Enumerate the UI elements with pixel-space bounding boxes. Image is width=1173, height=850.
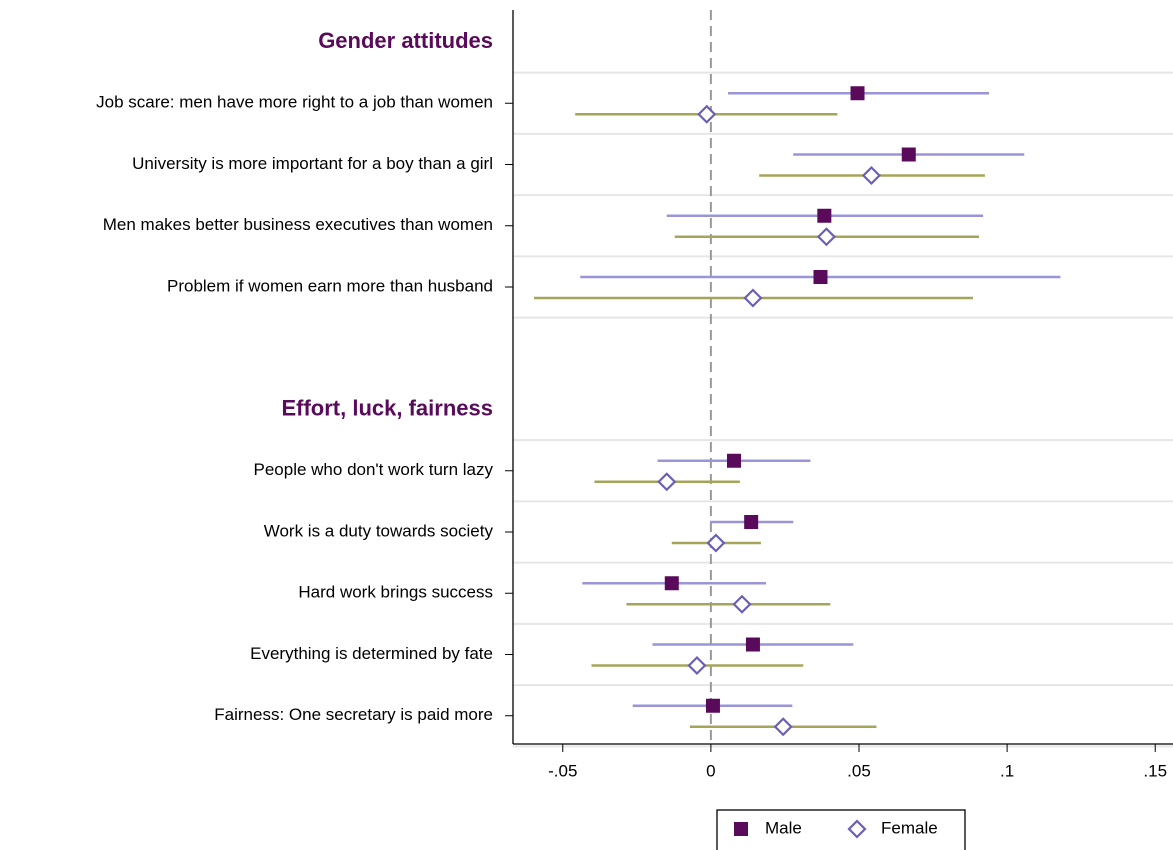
legend-label: Female bbox=[881, 818, 938, 837]
y-tick-label: Everything is determined by fate bbox=[250, 644, 493, 663]
point-estimate bbox=[773, 717, 793, 737]
y-tick-label: People who don't work turn lazy bbox=[254, 460, 494, 479]
point-estimate bbox=[861, 165, 881, 186]
point-estimate bbox=[732, 594, 752, 614]
point-estimate bbox=[687, 655, 707, 676]
group-header: Gender attitudes bbox=[318, 28, 493, 53]
legend-marker bbox=[734, 822, 748, 836]
point-estimate bbox=[726, 453, 741, 468]
point-estimate bbox=[816, 227, 836, 247]
point-estimate bbox=[697, 104, 717, 124]
point-estimate bbox=[850, 86, 865, 101]
point-estimate bbox=[817, 208, 832, 223]
x-tick-label: .15 bbox=[1143, 761, 1167, 780]
legend-box bbox=[716, 809, 966, 850]
y-tick-label: Hard work brings success bbox=[298, 583, 493, 602]
y-tick-label: Job scare: men have more right to a job … bbox=[96, 93, 493, 112]
x-tick-label: .05 bbox=[847, 761, 871, 780]
legend-label: Male bbox=[765, 818, 802, 837]
x-tick-label: -.05 bbox=[548, 761, 577, 780]
point-estimate bbox=[813, 270, 828, 284]
x-tick-label: .1 bbox=[1000, 761, 1014, 780]
point-estimate bbox=[705, 698, 720, 713]
y-tick-label: Men makes better business executives tha… bbox=[103, 215, 493, 234]
point-estimate bbox=[664, 576, 679, 591]
point-estimate bbox=[706, 533, 726, 553]
point-estimate bbox=[745, 637, 760, 652]
legend-marker bbox=[847, 819, 867, 839]
y-tick-label: Work is a duty towards society bbox=[264, 521, 494, 540]
x-tick-label: 0 bbox=[706, 761, 715, 780]
point-estimate bbox=[901, 147, 916, 162]
point-estimate bbox=[657, 472, 677, 492]
y-tick-label: Fairness: One secretary is paid more bbox=[214, 705, 493, 724]
group-header: Effort, luck, fairness bbox=[281, 395, 493, 420]
y-tick-label: University is more important for a boy t… bbox=[132, 154, 493, 173]
point-estimate bbox=[744, 515, 759, 529]
y-tick-label: Problem if women earn more than husband bbox=[167, 276, 493, 295]
point-estimate bbox=[743, 288, 763, 308]
